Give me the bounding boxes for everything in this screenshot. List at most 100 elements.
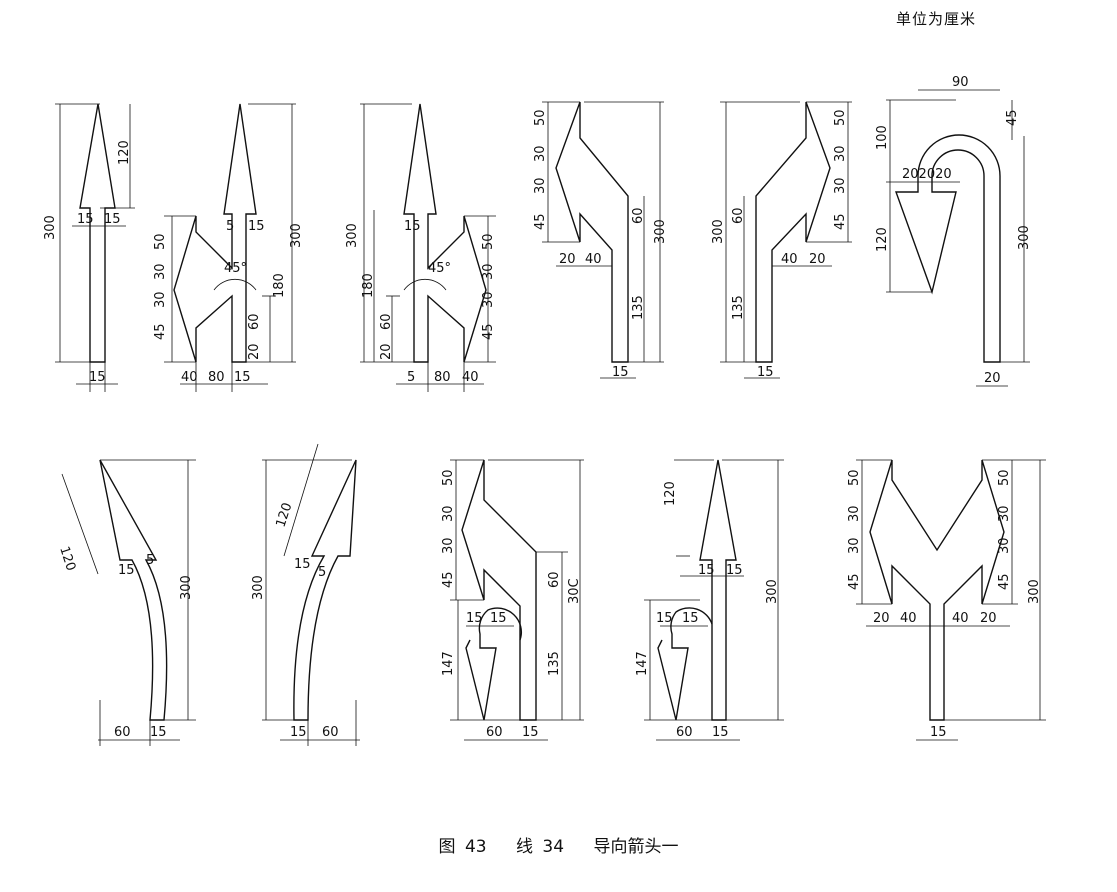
- dim-40: 40: [462, 370, 479, 385]
- dim-30: 30: [847, 505, 862, 522]
- dim-30: 30: [997, 505, 1012, 522]
- unit-note: 单位为厘米: [896, 10, 977, 28]
- dim-135: 135: [631, 295, 646, 320]
- dim-15: 15: [404, 219, 421, 234]
- dim-30: 30: [997, 537, 1012, 554]
- dim-5: 5: [318, 565, 326, 580]
- dim-30: 30: [441, 505, 456, 522]
- dim-45: 45: [1005, 109, 1020, 126]
- angle-45: 45°: [428, 261, 451, 276]
- dim-60: 60: [322, 725, 339, 740]
- dim-60: 60: [486, 725, 503, 740]
- dim-20: 20: [247, 343, 262, 360]
- dim-40: 40: [900, 611, 917, 626]
- dim-40: 40: [585, 252, 602, 267]
- dim-60: 60: [676, 725, 693, 740]
- dim-50: 50: [997, 469, 1012, 486]
- dim-15: 15: [656, 611, 673, 626]
- dim-50: 50: [533, 109, 548, 126]
- dim-300: 300: [345, 223, 360, 248]
- dim-45: 45: [997, 573, 1012, 590]
- arrow-curve-left: 120 300 15 5 60 15: [56, 459, 196, 746]
- dim-147: 147: [441, 651, 456, 676]
- dim-300: 300: [653, 219, 668, 244]
- dim-45: 45: [481, 323, 496, 340]
- dim-100: 100: [875, 125, 890, 150]
- dim-15: 15: [490, 611, 507, 626]
- dim-45: 45: [533, 213, 548, 230]
- dim-147: 147: [635, 651, 650, 676]
- dim-30: 30: [481, 291, 496, 308]
- arrow-curve-right: 120 300 15 5 15 60: [251, 443, 360, 746]
- dim-15: 15: [150, 725, 167, 740]
- dim-45: 45: [153, 323, 168, 340]
- arrow-left-right: 50 30 30 45 50 30 30 45 300 20 40 40 20 …: [847, 459, 1046, 741]
- dim-20: 20: [873, 611, 890, 626]
- dim-15: 15: [104, 212, 121, 227]
- dim-5: 5: [407, 370, 415, 385]
- dim-30: 30: [441, 537, 456, 554]
- dim-300: 300: [289, 223, 304, 248]
- dim-30: 30: [153, 263, 168, 280]
- dim-60: 60: [547, 571, 562, 588]
- dim-300: 300: [765, 579, 780, 604]
- dim-30: 30: [481, 263, 496, 280]
- dim-80: 80: [208, 370, 225, 385]
- dim-15: 15: [118, 563, 135, 578]
- dim-15: 15: [466, 611, 483, 626]
- dim-30: 30: [533, 177, 548, 194]
- figure-caption: 图 43 线 34 导向箭头一: [0, 832, 1117, 857]
- dim-80: 80: [434, 370, 451, 385]
- dim-15: 15: [712, 725, 729, 740]
- figure-title: 导向箭头一: [593, 837, 679, 857]
- dim-20: 20: [379, 343, 394, 360]
- dim-50: 50: [833, 109, 848, 126]
- dim-45: 45: [847, 573, 862, 590]
- dim-15: 15: [248, 219, 265, 234]
- dim-120: 120: [56, 545, 78, 573]
- dim-60: 60: [114, 725, 131, 740]
- arrow-left-uturn: 50 30 30 45 147 60 30C 135 15 15 60 15: [441, 459, 584, 741]
- dim-40: 40: [781, 252, 798, 267]
- arrow-right-turn: 300 60 135 50 30 30 45 40 20 15: [711, 101, 852, 380]
- dim-50: 50: [153, 233, 168, 250]
- arrow-left-turn: 50 30 30 45 60 300 135 20 40 15: [533, 101, 668, 380]
- arrow-straight-uturn: 120 15 15 147 300 15 15 60 15: [635, 459, 784, 741]
- dim-15: 15: [726, 563, 743, 578]
- dim-50: 50: [441, 469, 456, 486]
- dim-15: 15: [930, 725, 947, 740]
- arrow-straight-left: 50 30 30 45 300 180 60 20 5 15 45° 40 80…: [153, 103, 304, 392]
- dim-120: 120: [663, 481, 678, 506]
- dim-40: 40: [952, 611, 969, 626]
- dim-15: 15: [234, 370, 251, 385]
- dim-135: 135: [731, 295, 746, 320]
- angle-45: 45°: [224, 261, 247, 276]
- dim-202020: 202020: [902, 167, 952, 182]
- dim-45: 45: [441, 571, 456, 588]
- dim-5: 5: [226, 219, 234, 234]
- dim-15: 15: [290, 725, 307, 740]
- dim-30: 30: [533, 145, 548, 162]
- dim-40: 40: [181, 370, 198, 385]
- dim-20: 20: [980, 611, 997, 626]
- dim-300: 300: [43, 215, 58, 240]
- dim-5: 5: [146, 553, 154, 568]
- dim-180: 180: [361, 273, 376, 298]
- dim-180: 180: [272, 273, 287, 298]
- dim-15: 15: [522, 725, 539, 740]
- dim-120: 120: [274, 501, 296, 529]
- arrow-u-turn: 90 45 100 202020 120 300 20: [875, 75, 1032, 387]
- dim-120: 120: [875, 227, 890, 252]
- dim-300: 300: [1027, 579, 1042, 604]
- line-number: 线 34: [516, 837, 565, 857]
- dim-15: 15: [294, 557, 311, 572]
- dim-60: 60: [379, 313, 394, 330]
- dim-20: 20: [559, 252, 576, 267]
- dim-45: 45: [833, 213, 848, 230]
- dim-15: 15: [89, 370, 106, 385]
- dim-50: 50: [481, 233, 496, 250]
- dim-60: 60: [247, 313, 262, 330]
- figure-number: 图 43: [438, 837, 487, 857]
- dim-300: 300: [1017, 225, 1032, 250]
